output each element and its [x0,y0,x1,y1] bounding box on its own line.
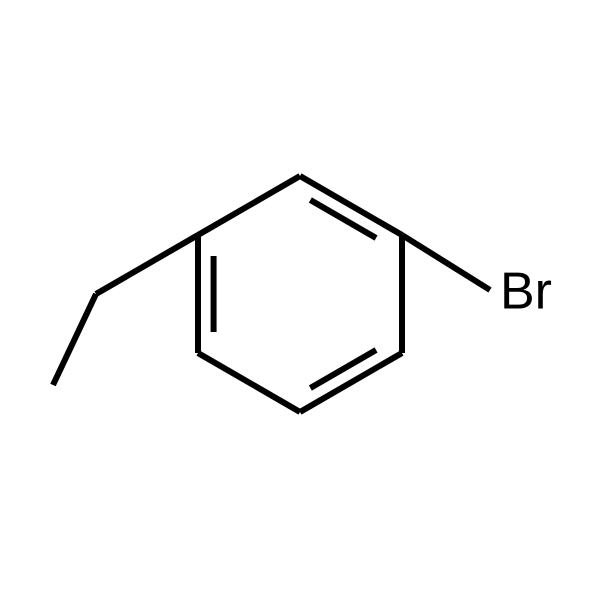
ring-bond-3 [198,353,300,412]
chain-bond-0 [96,235,198,294]
ring-bond-0-inner [310,200,376,238]
labels-group: Br [500,263,552,321]
ring-bond-5 [198,176,300,235]
ring-bond-2-inner [310,350,376,388]
br-bond [402,235,490,290]
br-atom-label: Br [500,263,552,321]
chain-bond-1 [53,294,96,385]
molecule-diagram: Br [0,0,600,600]
bonds-group [53,176,490,412]
